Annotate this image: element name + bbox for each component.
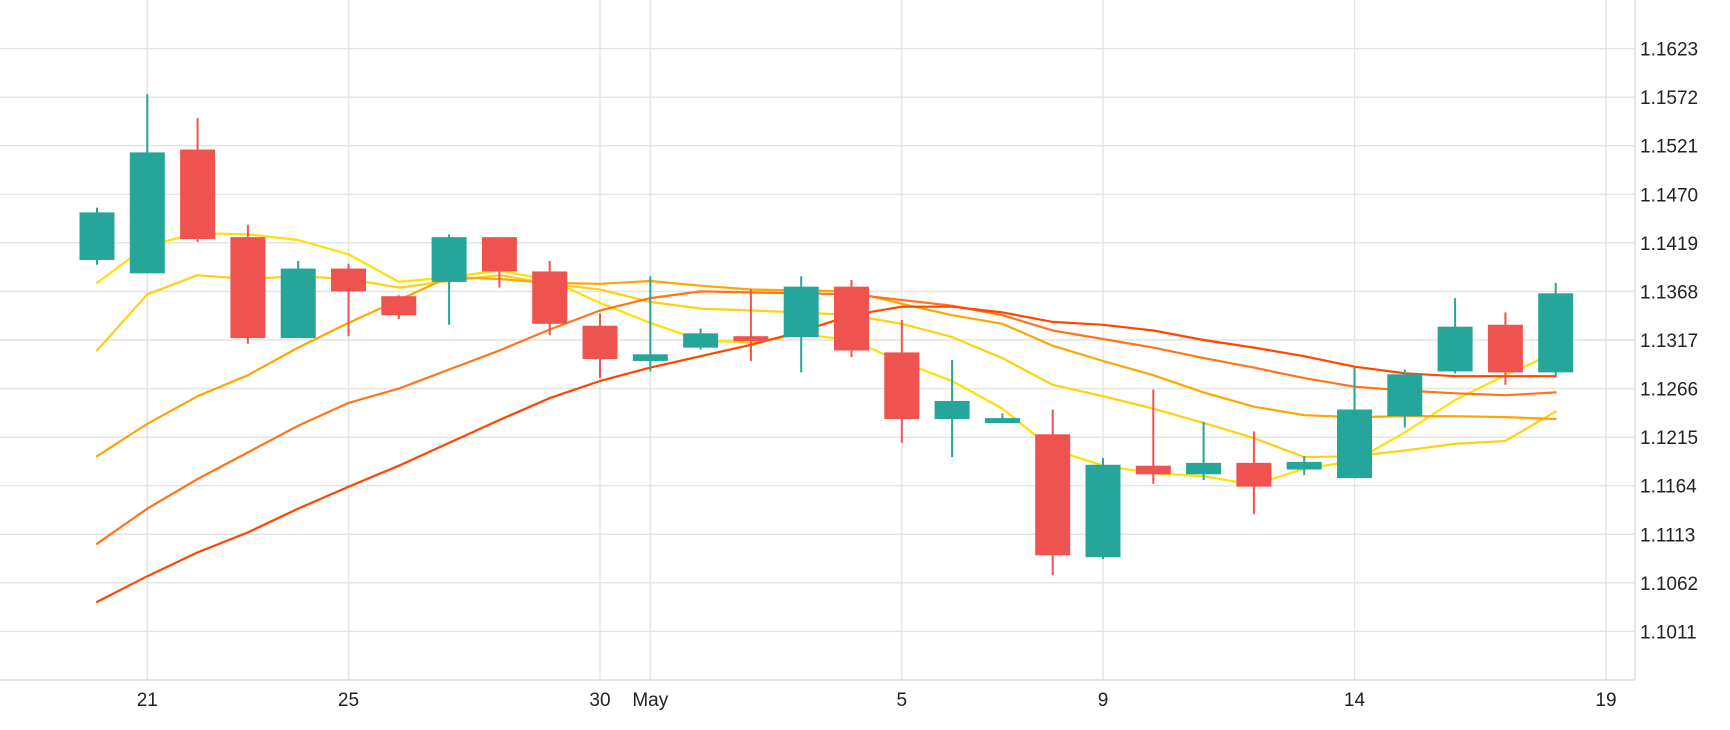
x-tick-label: 25 [338, 690, 359, 711]
candle-up [783, 276, 819, 373]
candle-up [1186, 421, 1222, 480]
candle-body [129, 152, 165, 274]
candle-body [180, 149, 216, 240]
candle-up [1085, 458, 1121, 560]
candle-body [1236, 462, 1272, 487]
x-tick-label: 14 [1344, 690, 1366, 711]
candle-body [1387, 374, 1423, 417]
x-tick-label: 9 [1098, 690, 1109, 711]
y-tick-label: 1.1470 [1640, 185, 1698, 206]
candle-body [230, 237, 266, 339]
candle-body [1035, 434, 1071, 556]
candle-down [733, 289, 769, 361]
candle-body [834, 286, 869, 351]
candle-up [79, 207, 115, 265]
candle-up [632, 276, 668, 372]
y-tick-label: 1.1113 [1640, 525, 1695, 546]
candle-body [1186, 462, 1222, 475]
candle-down [331, 263, 366, 337]
candle-down [532, 260, 568, 336]
candle-body [632, 354, 668, 361]
candle-down [381, 295, 417, 320]
candle-body [934, 400, 970, 420]
candle-down [582, 313, 618, 379]
candle-up [1286, 456, 1322, 476]
candle-down [1035, 409, 1071, 576]
candle-body [1437, 326, 1473, 372]
candle-down [180, 118, 216, 242]
candle-body [381, 296, 417, 316]
candle-body [1538, 293, 1574, 373]
y-tick-label: 1.1266 [1640, 380, 1698, 401]
y-tick-label: 1.1164 [1640, 477, 1697, 498]
x-tick-label: 21 [137, 690, 158, 711]
candle-up [280, 260, 316, 339]
candle-body [733, 336, 769, 342]
moving-average-line [95, 290, 1557, 545]
candle-down [230, 224, 266, 344]
y-tick-label: 1.1215 [1640, 428, 1698, 449]
candle-body [582, 325, 618, 360]
y-tick-label: 1.1368 [1640, 282, 1698, 303]
candle-down [1487, 312, 1523, 385]
candle-body [431, 237, 467, 282]
candle-body [783, 286, 819, 338]
candle-up [431, 234, 467, 325]
candle-body [1135, 465, 1171, 475]
y-tick-label: 1.1062 [1640, 574, 1698, 595]
candle-down [834, 280, 869, 358]
candle-up [934, 360, 970, 458]
candle-body [1085, 464, 1121, 558]
candle-up [1387, 369, 1423, 428]
x-tick-label: 30 [589, 690, 610, 711]
candle-body [79, 212, 115, 260]
moving-average-line [95, 276, 1557, 458]
candle-down [1135, 389, 1171, 484]
candle-body [984, 418, 1020, 424]
candle-up [129, 94, 165, 274]
axes: 1.1623 1.1572 1.1521 1.1470 1.1419 1.1368 1.13… [0, 0, 1698, 711]
candle-body [481, 237, 517, 272]
y-tick-label: 1.1623 [1640, 40, 1698, 61]
candle-body [1286, 461, 1322, 470]
moving-average-line [95, 305, 1557, 604]
candle-down [481, 237, 517, 288]
candle-body [1337, 409, 1372, 479]
candle-body [331, 268, 366, 292]
moving-average-line [95, 274, 1557, 459]
x-tick-label: 5 [897, 690, 908, 711]
candle-up [1337, 367, 1372, 479]
candle-down [1236, 431, 1272, 515]
candle-body [1487, 324, 1523, 373]
candles [79, 94, 1574, 576]
x-tick-label: May [632, 690, 668, 711]
moving-average-line [95, 232, 1557, 486]
x-tick-label: 19 [1595, 690, 1616, 711]
candle-body [683, 333, 719, 348]
y-tick-label: 1.1419 [1640, 234, 1698, 255]
candle-body [884, 352, 920, 420]
candle-up [1437, 298, 1473, 374]
candle-body [532, 271, 568, 324]
candle-up [984, 413, 1020, 424]
y-tick-label: 1.1521 [1640, 137, 1698, 158]
y-tick-label: 1.1011 [1640, 622, 1697, 643]
y-tick-label: 1.1572 [1640, 88, 1698, 109]
y-tick-label: 1.1317 [1640, 331, 1698, 352]
candle-down [884, 320, 920, 443]
candle-up [1538, 282, 1574, 377]
candle-body [280, 268, 316, 339]
moving-averages [95, 232, 1557, 604]
candle-up [683, 328, 719, 350]
